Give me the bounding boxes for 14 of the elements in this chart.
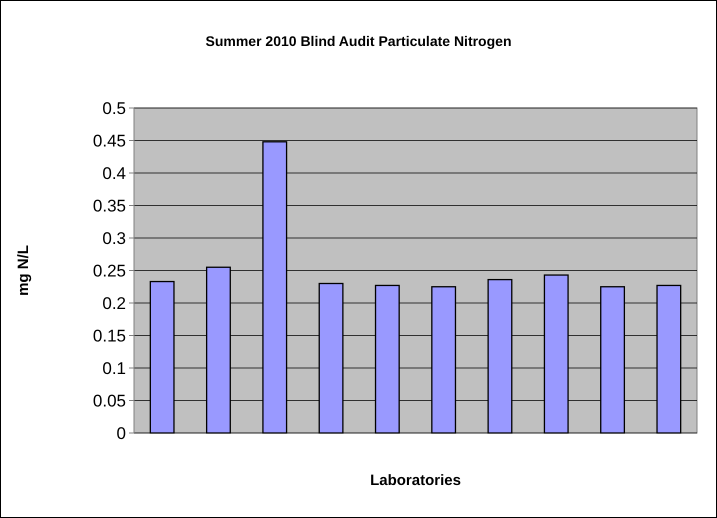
y-tick-label: 0.1 — [102, 358, 126, 378]
y-tick-label: 0.15 — [92, 326, 126, 346]
y-tick-label: 0.25 — [92, 261, 126, 280]
y-tick-label: 0.35 — [92, 196, 126, 216]
y-tick-label: 0.45 — [92, 131, 126, 150]
y-tick-label: 0 — [116, 424, 126, 443]
y-tick-label: 0.3 — [102, 228, 126, 248]
chart-title: Summer 2010 Blind Audit Particulate Nitrogen — [206, 33, 512, 49]
y-tick-label: 0.2 — [102, 294, 126, 313]
x-axis-title: Laboratories — [370, 472, 461, 489]
y-axis-title: mg N/L — [15, 245, 32, 296]
y-tick-label: 0.5 — [102, 98, 126, 118]
y-tick-label: 0.05 — [92, 391, 126, 410]
y-tick-label: 0.4 — [102, 164, 126, 183]
